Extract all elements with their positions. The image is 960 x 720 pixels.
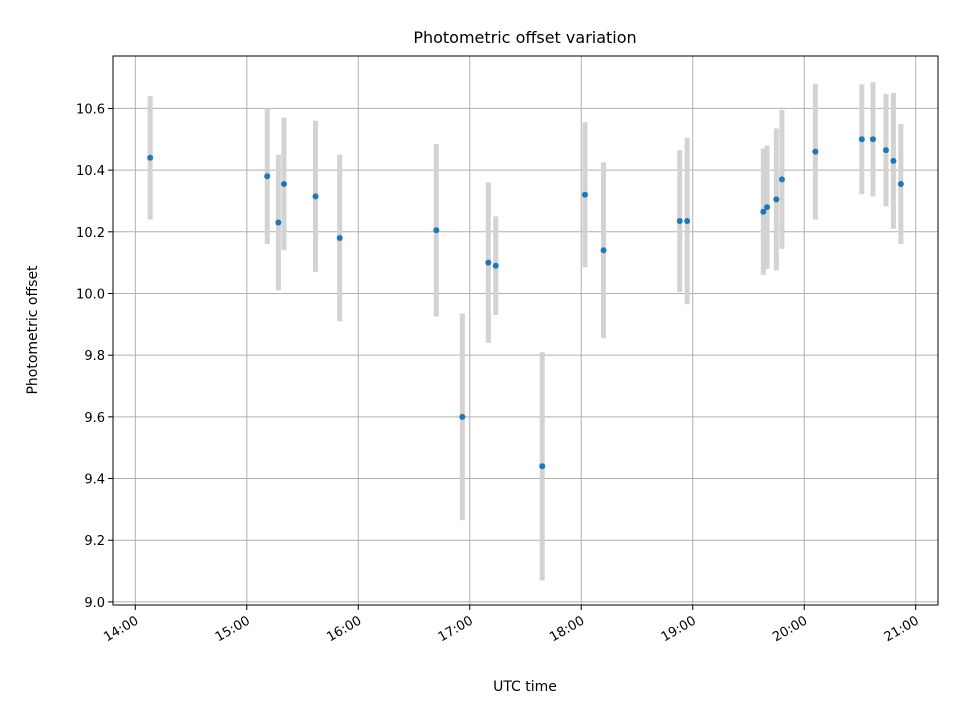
y-tick-label: 10.0 (76, 287, 105, 302)
data-point (890, 157, 897, 164)
y-axis-label: Photometric offset (25, 265, 41, 395)
data-point (869, 136, 876, 143)
data-point (882, 147, 889, 154)
data-point (275, 219, 282, 226)
data-point (778, 176, 785, 183)
grid (113, 56, 938, 605)
y-tick-label: 9.4 (84, 473, 105, 488)
data-point (858, 136, 865, 143)
x-axis-label: UTC time (493, 679, 557, 695)
data-point (600, 247, 607, 254)
data-point (764, 204, 771, 211)
data-point (539, 463, 546, 470)
plot-frame (112, 55, 939, 606)
data-point (147, 154, 154, 161)
data-point (581, 191, 588, 198)
data-point (492, 262, 499, 269)
data-point (684, 218, 691, 225)
y-tick-label: 10.4 (76, 164, 105, 179)
y-tick-label: 9.2 (84, 534, 105, 549)
data-point (459, 413, 466, 420)
y-tick-label: 9.6 (84, 411, 105, 426)
data-point (312, 193, 319, 200)
data-point (773, 196, 780, 203)
data-point (897, 180, 904, 187)
data-point (676, 218, 683, 225)
data-point (264, 173, 271, 180)
data-point (280, 180, 287, 187)
y-tick-label: 10.2 (76, 226, 105, 241)
data-point (812, 148, 819, 155)
data-points (147, 136, 904, 470)
data-point (433, 227, 440, 234)
data-point (485, 259, 492, 266)
y-tick-label: 10.6 (76, 102, 105, 117)
data-point (760, 208, 767, 215)
chart-title: Photometric offset variation (413, 28, 636, 47)
y-tick-label: 9.0 (84, 596, 105, 611)
data-point (336, 234, 343, 241)
y-tick-label: 9.8 (84, 349, 105, 364)
